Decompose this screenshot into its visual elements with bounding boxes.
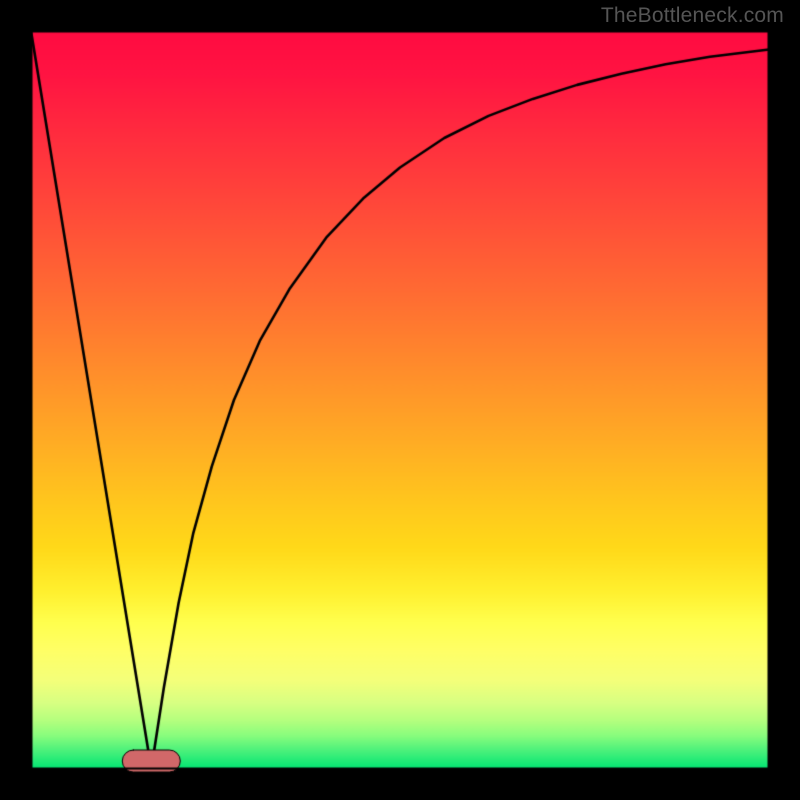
chart-container: TheBottleneck.com (0, 0, 800, 800)
bottleneck-curve-chart (0, 0, 800, 800)
